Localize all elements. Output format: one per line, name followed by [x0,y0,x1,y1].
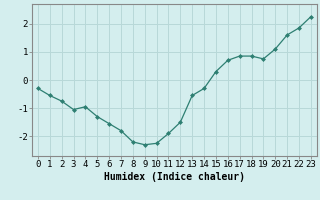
X-axis label: Humidex (Indice chaleur): Humidex (Indice chaleur) [104,172,245,182]
